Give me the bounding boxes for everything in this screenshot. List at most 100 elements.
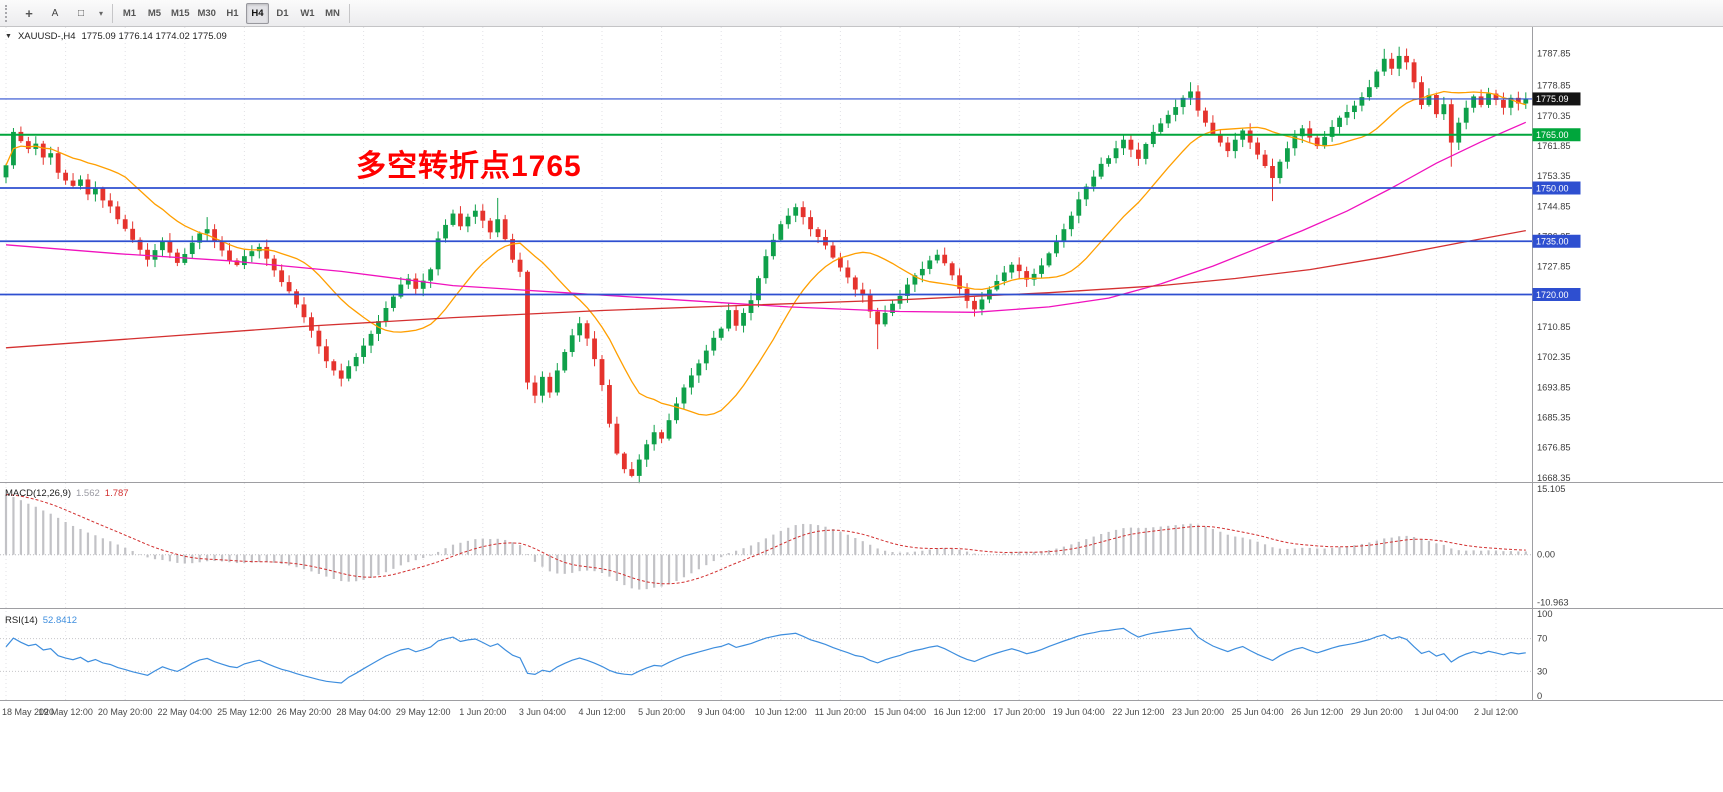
- crosshair-button[interactable]: +: [17, 3, 41, 24]
- svg-text:9 Jun 04:00: 9 Jun 04:00: [698, 707, 745, 717]
- svg-text:1710.85: 1710.85: [1537, 322, 1571, 332]
- svg-text:5 Jun 20:00: 5 Jun 20:00: [638, 707, 685, 717]
- svg-text:16 Jun 12:00: 16 Jun 12:00: [934, 707, 986, 717]
- shapes-tool-button[interactable]: □: [69, 3, 93, 24]
- timeframe-mn-button[interactable]: MN: [321, 3, 344, 24]
- ma-mid-line: [5, 121, 1527, 313]
- toolbar-separator: [348, 3, 350, 23]
- chart-canvas[interactable]: 1787.85 1778.85 1770.35 1761.85 1753.35 1744.…: [0, 27, 1723, 792]
- svg-text:29 Jun 20:00: 29 Jun 20:00: [1351, 707, 1403, 717]
- rsi-indicator-title: RSI(14) 52.8412: [5, 615, 77, 626]
- price-level-badge: [1532, 92, 1581, 106]
- svg-text:1770.35: 1770.35: [1537, 111, 1571, 121]
- svg-text:1 Jul 04:00: 1 Jul 04:00: [1414, 707, 1458, 717]
- svg-text:23 Jun 20:00: 23 Jun 20:00: [1172, 707, 1224, 717]
- svg-text:1720.00: 1720.00: [1536, 290, 1569, 300]
- svg-text:1765.00: 1765.00: [1536, 130, 1569, 140]
- svg-text:1787.85: 1787.85: [1537, 49, 1571, 59]
- svg-text:1668.35: 1668.35: [1537, 473, 1571, 483]
- toolbar-separator: [112, 3, 113, 23]
- text-tool-button[interactable]: A: [43, 3, 67, 24]
- svg-text:1735.00: 1735.00: [1536, 237, 1569, 247]
- svg-text:0: 0: [1537, 691, 1542, 701]
- rsi-line: [5, 627, 1526, 684]
- price-level-badge: [1532, 234, 1581, 248]
- price-level-badge: [1532, 288, 1581, 301]
- svg-text:0.00: 0.00: [1537, 550, 1555, 560]
- price-level-badge: [1532, 181, 1581, 195]
- timeframe-m1-button[interactable]: M1: [118, 3, 141, 24]
- svg-text:1 Jun 20:00: 1 Jun 20:00: [459, 707, 506, 717]
- svg-text:26 Jun 12:00: 26 Jun 12:00: [1291, 707, 1343, 717]
- svg-text:18 May 2020: 18 May 2020: [2, 707, 54, 717]
- svg-text:20 May 20:00: 20 May 20:00: [98, 707, 153, 717]
- chart-symbol-period: XAUUSD-,H4: [17, 31, 76, 42]
- svg-text:19 May 12:00: 19 May 12:00: [38, 707, 93, 717]
- svg-text:22 Jun 12:00: 22 Jun 12:00: [1112, 707, 1164, 717]
- timeframe-m30-button[interactable]: M30: [194, 3, 218, 24]
- rsi-value: 52.8412: [42, 615, 78, 626]
- chart-title: ▼ XAUUSD-,H4 1775.09 1776.14 1774.02 177…: [5, 31, 227, 42]
- svg-text:30: 30: [1537, 666, 1547, 676]
- price-axis: 1787.85 1778.85 1770.35 1761.85 1753.35 1744.…: [1537, 49, 1571, 483]
- macd-indicator-title: MACD(12,26,9) 1.562 1.787: [5, 488, 129, 499]
- chart-collapse-icon[interactable]: ▼: [5, 33, 12, 40]
- svg-text:1753.35: 1753.35: [1537, 171, 1571, 181]
- svg-text:15 Jun 04:00: 15 Jun 04:00: [874, 707, 926, 717]
- timeframe-h4-button[interactable]: H4: [245, 2, 269, 24]
- annotation-text[interactable]: 多空转折点1765: [356, 150, 582, 183]
- svg-text:70: 70: [1537, 634, 1547, 644]
- timeframe-buttons-group: M1 M5 M15 M30 H1 H4 D1 W1 MN: [117, 2, 345, 24]
- macd-title-label: MACD(12,26,9): [5, 488, 71, 499]
- macd-signal-value: 1.787: [104, 488, 129, 499]
- svg-text:25 Jun 04:00: 25 Jun 04:00: [1232, 707, 1284, 717]
- timeframe-w1-button[interactable]: W1: [296, 3, 319, 24]
- price-level-lines[interactable]: [0, 98, 1532, 296]
- time-grid: [5, 27, 1497, 700]
- timeframe-h1-button[interactable]: H1: [221, 3, 244, 24]
- toolbar-grip[interactable]: [5, 4, 10, 22]
- svg-text:1693.85: 1693.85: [1537, 382, 1571, 392]
- svg-text:2 Jul 12:00: 2 Jul 12:00: [1474, 707, 1518, 717]
- svg-text:25 May 12:00: 25 May 12:00: [217, 707, 272, 717]
- price-level-badge: [1532, 128, 1581, 142]
- macd-signal-line: [5, 494, 1526, 585]
- toolbar: + A □ ▾ M1 M5 M15 M30 H1 H4 D1 W1 MN: [0, 0, 1723, 27]
- svg-text:22 May 04:00: 22 May 04:00: [158, 707, 213, 717]
- svg-text:1775.09: 1775.09: [1536, 94, 1569, 104]
- svg-text:3 Jun 04:00: 3 Jun 04:00: [519, 707, 566, 717]
- svg-text:1761.85: 1761.85: [1537, 141, 1571, 151]
- svg-text:1744.85: 1744.85: [1537, 201, 1571, 211]
- ma-fast-line: [5, 90, 1526, 416]
- svg-text:26 May 20:00: 26 May 20:00: [277, 707, 332, 717]
- svg-text:1778.85: 1778.85: [1537, 81, 1571, 91]
- macd-histogram: [4, 494, 1527, 590]
- timeframe-d1-button[interactable]: D1: [271, 3, 294, 24]
- svg-text:4 Jun 12:00: 4 Jun 12:00: [578, 707, 625, 717]
- svg-text:10 Jun 12:00: 10 Jun 12:00: [755, 707, 807, 717]
- svg-text:-10.963: -10.963: [1537, 598, 1569, 608]
- svg-text:28 May 04:00: 28 May 04:00: [336, 707, 391, 717]
- svg-text:17 Jun 20:00: 17 Jun 20:00: [993, 707, 1045, 717]
- drawing-tools-group: + A □ ▾: [16, 3, 108, 24]
- chart-area[interactable]: 1787.85 1778.85 1770.35 1761.85 1753.35 1744.…: [0, 27, 1723, 792]
- timeframe-m5-button[interactable]: M5: [143, 3, 166, 24]
- chart-quote-line: 1775.09 1776.14 1774.02 1775.09: [81, 31, 227, 42]
- svg-text:11 Jun 20:00: 11 Jun 20:00: [815, 707, 866, 717]
- svg-text:1750.00: 1750.00: [1536, 183, 1569, 193]
- svg-text:29 May 12:00: 29 May 12:00: [396, 707, 451, 717]
- svg-text:1685.35: 1685.35: [1537, 413, 1571, 423]
- svg-text:100: 100: [1537, 609, 1553, 619]
- ma-slow-line: [5, 229, 1526, 349]
- price-level-badges: 1775.09 1765.00 1750.00 1735.00 1720.00: [1532, 92, 1581, 301]
- rsi-title-label: RSI(14): [5, 615, 38, 626]
- macd-main-value: 1.562: [76, 488, 100, 499]
- svg-text:19 Jun 04:00: 19 Jun 04:00: [1053, 707, 1105, 717]
- svg-text:15.105: 15.105: [1537, 484, 1565, 494]
- shapes-dropdown-icon[interactable]: ▾: [95, 3, 107, 24]
- svg-text:1676.85: 1676.85: [1537, 443, 1571, 453]
- svg-text:1727.85: 1727.85: [1537, 262, 1571, 272]
- svg-text:1702.35: 1702.35: [1537, 352, 1571, 362]
- timeframe-m15-button[interactable]: M15: [168, 3, 192, 24]
